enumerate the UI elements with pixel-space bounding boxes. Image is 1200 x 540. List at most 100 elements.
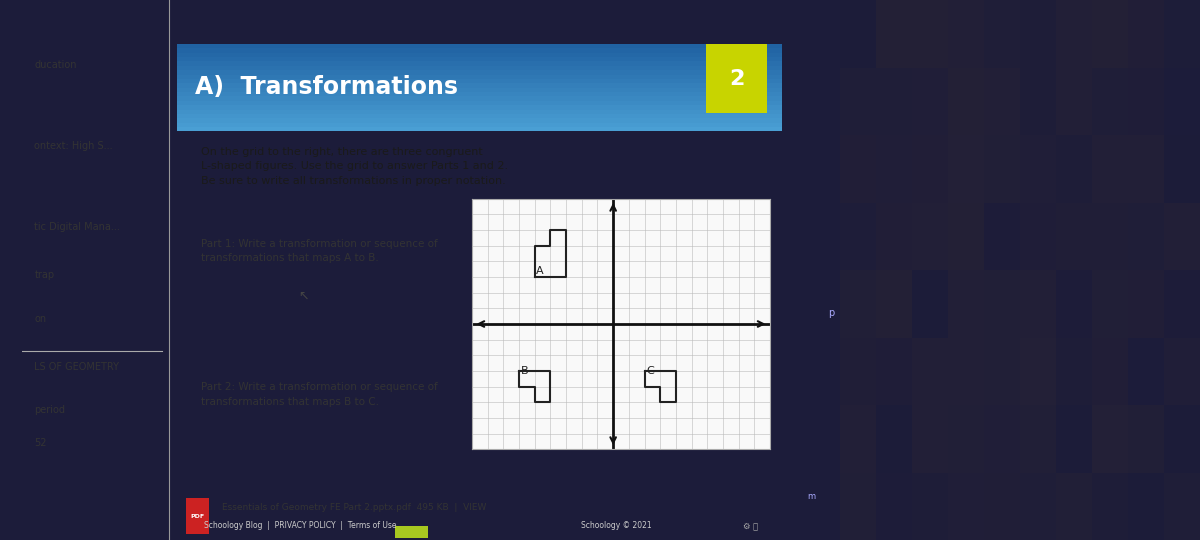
Bar bbox=[178, 100, 782, 105]
Bar bbox=[840, 472, 876, 540]
Text: 52: 52 bbox=[35, 438, 47, 448]
Bar bbox=[948, 0, 984, 68]
Bar bbox=[1020, 338, 1056, 405]
Bar bbox=[840, 68, 876, 135]
Bar bbox=[948, 202, 984, 270]
Bar bbox=[984, 405, 1020, 472]
Bar bbox=[395, 525, 428, 538]
Bar bbox=[178, 126, 782, 131]
Bar bbox=[178, 118, 782, 123]
Bar bbox=[1164, 472, 1200, 540]
Bar bbox=[1092, 472, 1128, 540]
Bar bbox=[840, 0, 876, 68]
Bar bbox=[984, 472, 1020, 540]
Bar bbox=[876, 135, 912, 202]
Bar bbox=[984, 135, 1020, 202]
Bar bbox=[876, 270, 912, 338]
Text: 2: 2 bbox=[728, 69, 744, 89]
Bar bbox=[840, 202, 876, 270]
Bar bbox=[912, 270, 948, 338]
Bar bbox=[1128, 405, 1164, 472]
Text: A: A bbox=[536, 266, 544, 276]
Bar bbox=[178, 57, 782, 62]
Bar bbox=[1020, 68, 1056, 135]
Bar bbox=[840, 405, 876, 472]
Bar bbox=[178, 109, 782, 114]
Bar bbox=[1092, 68, 1128, 135]
Bar bbox=[984, 338, 1020, 405]
Bar bbox=[1092, 405, 1128, 472]
Text: ↖: ↖ bbox=[298, 289, 308, 302]
Bar bbox=[1128, 270, 1164, 338]
Bar bbox=[1092, 0, 1128, 68]
Bar bbox=[178, 122, 782, 127]
Bar bbox=[178, 44, 782, 49]
Bar bbox=[178, 96, 782, 101]
Bar bbox=[178, 83, 782, 87]
Bar bbox=[876, 0, 912, 68]
Bar bbox=[1164, 68, 1200, 135]
Bar bbox=[984, 270, 1020, 338]
Bar bbox=[178, 70, 782, 75]
Text: on: on bbox=[35, 314, 47, 323]
Bar bbox=[186, 498, 209, 534]
Text: LS OF GEOMETRY: LS OF GEOMETRY bbox=[35, 362, 120, 372]
Bar bbox=[876, 472, 912, 540]
Bar bbox=[178, 65, 782, 70]
Bar bbox=[984, 202, 1020, 270]
Text: Part 1: Write a transformation or sequence of
transformations that maps A to B.: Part 1: Write a transformation or sequen… bbox=[202, 239, 438, 264]
Bar bbox=[1056, 472, 1092, 540]
Bar bbox=[948, 270, 984, 338]
Text: Schoology Blog  |  PRIVACY POLICY  |  Terms of Use: Schoology Blog | PRIVACY POLICY | Terms … bbox=[204, 522, 396, 530]
Bar bbox=[1092, 202, 1128, 270]
Bar bbox=[178, 78, 782, 83]
Bar bbox=[1056, 135, 1092, 202]
Text: ⚙ 🖼: ⚙ 🖼 bbox=[743, 522, 758, 530]
Text: trap: trap bbox=[35, 271, 54, 280]
Text: Part 2: Write a transformation or sequence of
transformations that maps B to C.: Part 2: Write a transformation or sequen… bbox=[202, 382, 438, 407]
Bar bbox=[1164, 338, 1200, 405]
Bar bbox=[178, 61, 782, 66]
Bar bbox=[1056, 338, 1092, 405]
Bar bbox=[178, 74, 782, 79]
Text: period: period bbox=[35, 406, 66, 415]
Bar bbox=[1056, 270, 1092, 338]
Bar bbox=[178, 105, 782, 110]
Bar bbox=[1020, 270, 1056, 338]
Bar bbox=[1128, 135, 1164, 202]
Bar bbox=[840, 338, 876, 405]
Bar bbox=[1164, 405, 1200, 472]
Bar bbox=[876, 68, 912, 135]
Bar bbox=[912, 0, 948, 68]
Text: m: m bbox=[806, 492, 815, 501]
Text: ducation: ducation bbox=[35, 60, 77, 70]
Bar bbox=[912, 68, 948, 135]
Bar bbox=[1164, 135, 1200, 202]
Bar bbox=[948, 405, 984, 472]
Bar bbox=[948, 135, 984, 202]
Bar bbox=[1020, 405, 1056, 472]
Bar bbox=[912, 135, 948, 202]
Text: tic Digital Mana...: tic Digital Mana... bbox=[35, 222, 120, 232]
Text: Essentials of Geometry FE Part 2.pptx.pdf  495 KB  |  VIEW: Essentials of Geometry FE Part 2.pptx.pd… bbox=[222, 503, 487, 512]
Bar bbox=[1056, 405, 1092, 472]
Text: ontext: High S...: ontext: High S... bbox=[35, 141, 113, 151]
Bar bbox=[984, 0, 1020, 68]
Text: On the grid to the right, there are three congruent
L-shaped figures. Use the gr: On the grid to the right, there are thre… bbox=[202, 147, 509, 186]
Bar bbox=[1056, 0, 1092, 68]
Bar bbox=[707, 44, 767, 113]
Bar bbox=[1164, 0, 1200, 68]
Bar bbox=[876, 338, 912, 405]
Bar bbox=[876, 202, 912, 270]
Bar bbox=[840, 270, 876, 338]
Bar bbox=[912, 472, 948, 540]
Bar bbox=[1164, 270, 1200, 338]
Bar bbox=[1128, 68, 1164, 135]
Bar bbox=[178, 87, 782, 92]
Bar bbox=[1128, 338, 1164, 405]
Bar bbox=[1092, 338, 1128, 405]
Text: B: B bbox=[521, 366, 528, 376]
Bar bbox=[1056, 68, 1092, 135]
Bar bbox=[178, 48, 782, 53]
Bar bbox=[912, 405, 948, 472]
